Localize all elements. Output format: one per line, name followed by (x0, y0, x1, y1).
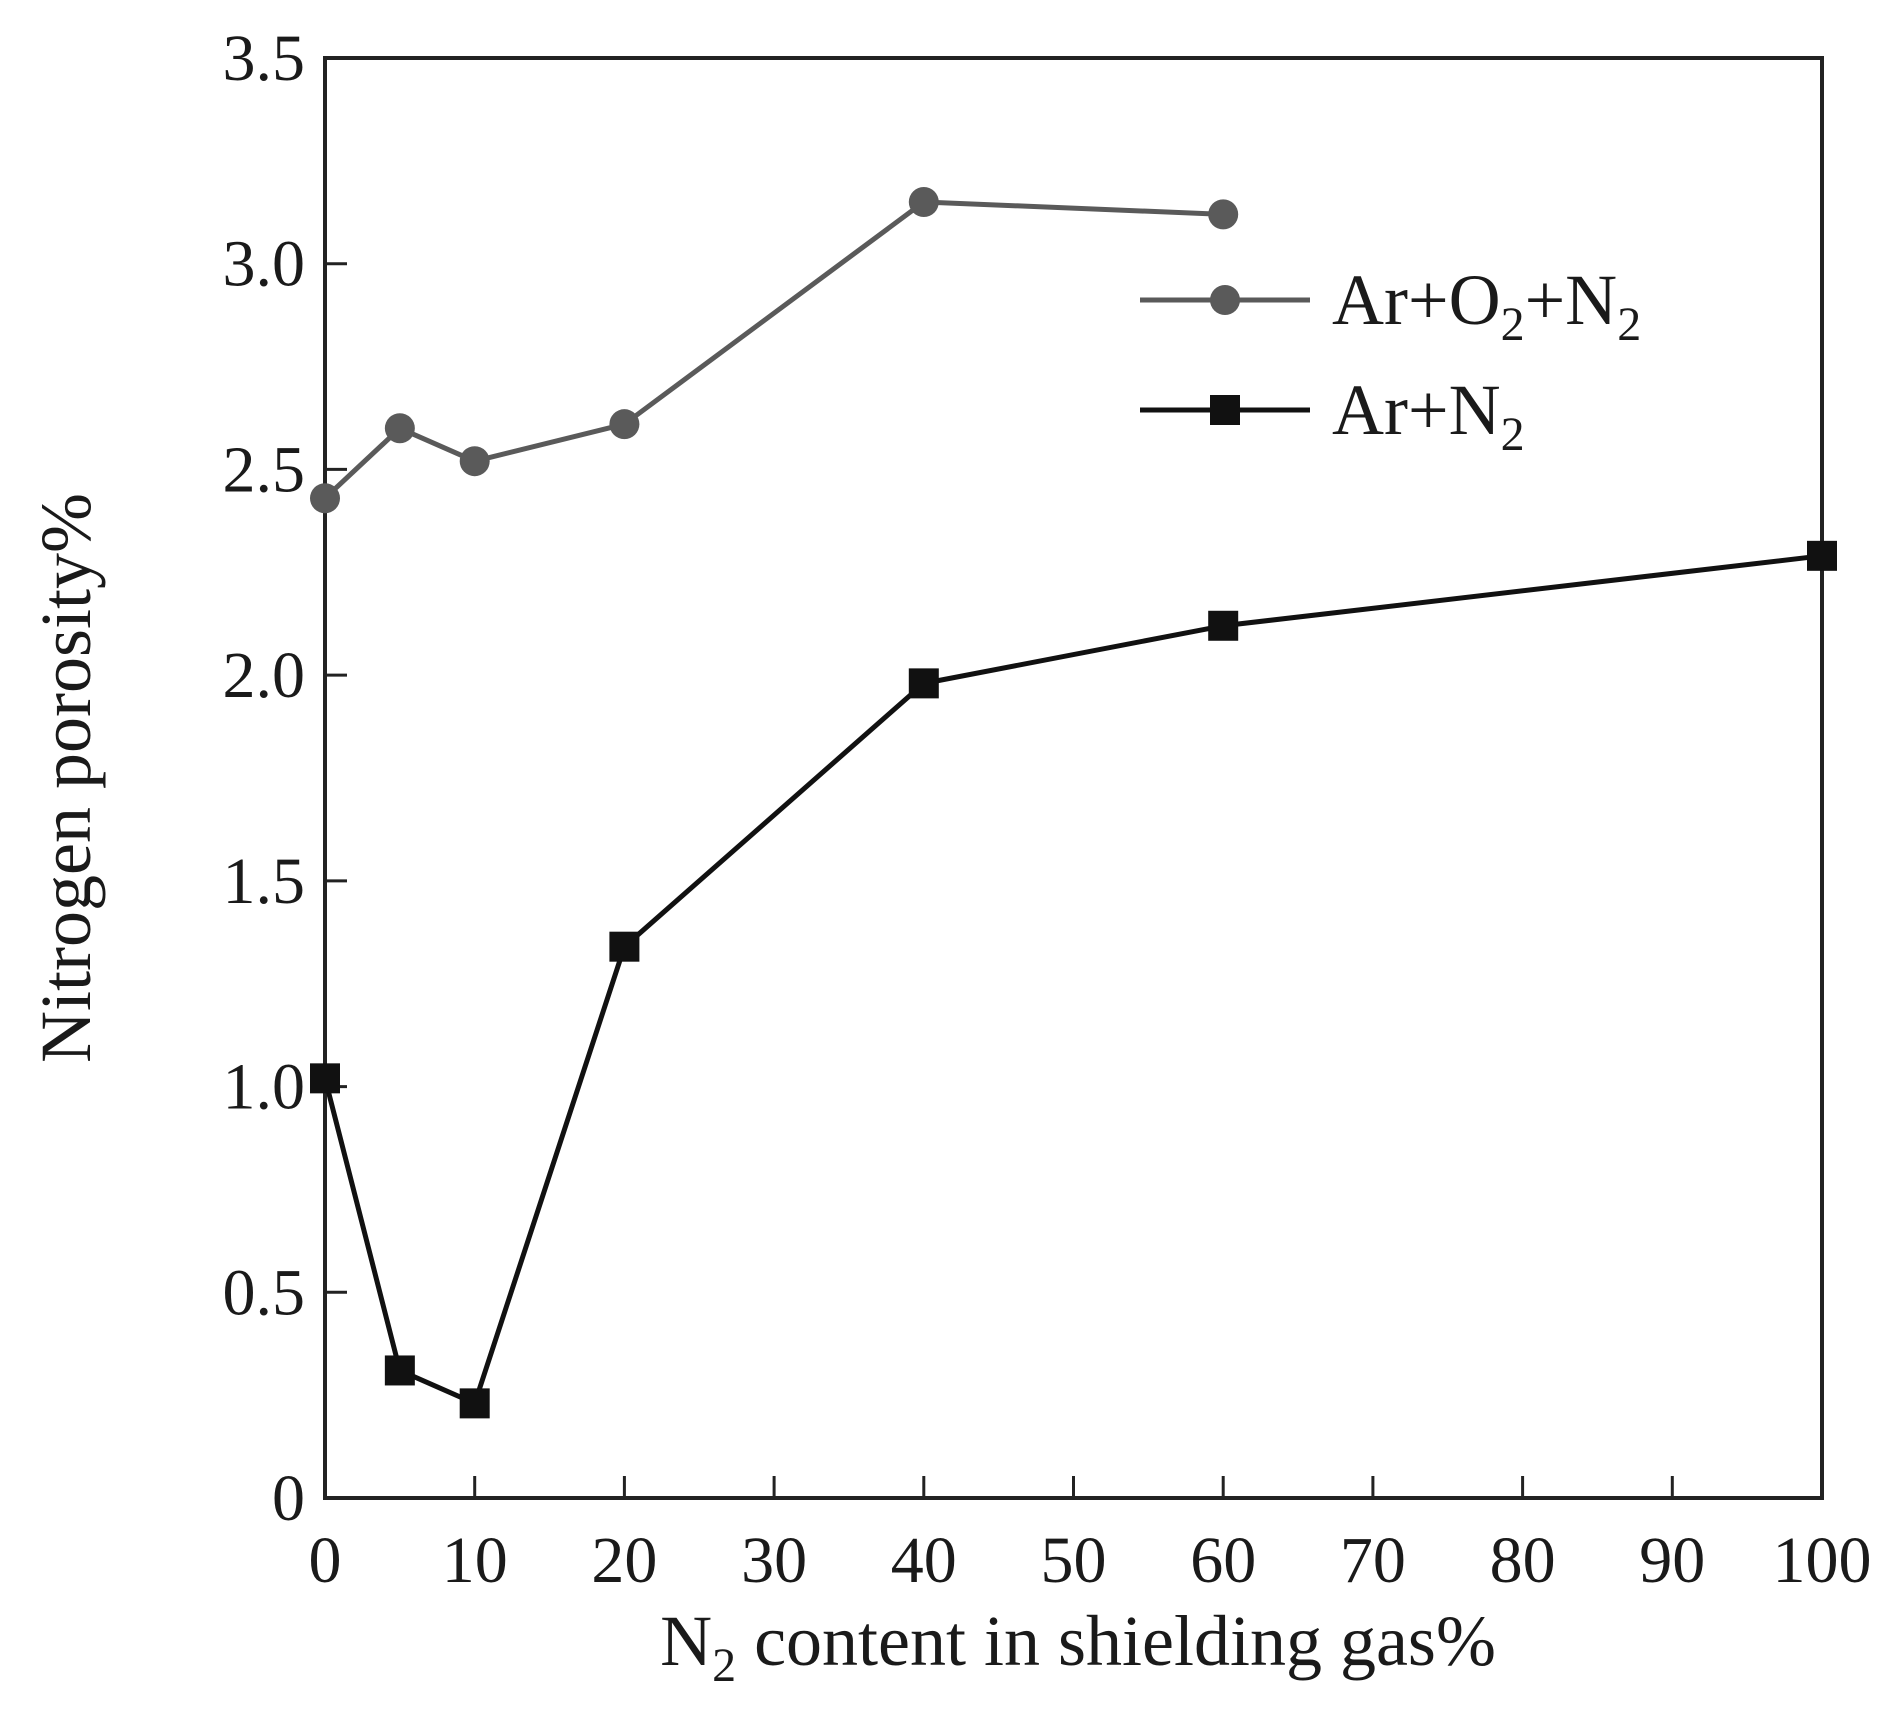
data-point (908, 187, 939, 217)
legend-marker (1210, 395, 1240, 425)
y-tick-label: 0 (272, 1462, 305, 1535)
x-tick-label: 90 (1639, 1524, 1705, 1597)
series-0 (310, 187, 1239, 514)
x-tick-label: 100 (1773, 1524, 1872, 1597)
y-axis-label: Nitrogen porosity% (26, 493, 106, 1063)
data-point (1208, 199, 1239, 230)
x-tick-label: 50 (1041, 1524, 1107, 1597)
data-point (609, 409, 640, 440)
data-point (908, 668, 939, 699)
y-tick-label: 3.0 (223, 228, 306, 301)
x-tick-label: 70 (1340, 1524, 1406, 1597)
ticks: 0 10 20 30 40 50 60 70 80 90 100 0 0.5 1.0 1.5 2.0 2.5 3.… (223, 22, 1872, 1597)
data-point (310, 1063, 340, 1094)
x-tick-label: 60 (1190, 1524, 1256, 1597)
data-point (384, 413, 415, 444)
x-tick-label: 40 (891, 1524, 957, 1597)
x-tick-label: 80 (1490, 1524, 1556, 1597)
y-tick-label: 0.5 (223, 1256, 306, 1329)
y-tick-label: 2.5 (223, 433, 306, 506)
x-tick-label: 20 (591, 1524, 657, 1597)
series-line (323, 199, 1224, 501)
legend-marker (1210, 285, 1240, 315)
data-point (1208, 610, 1239, 641)
x-tick-label: 10 (442, 1524, 508, 1597)
x-axis-label: N2 content in shielding gas% (660, 1601, 1496, 1692)
series-1 (310, 540, 1837, 1419)
data-point (459, 446, 490, 477)
y-tick-label: 2.0 (223, 639, 306, 712)
x-tick-label: 0 (309, 1524, 342, 1597)
y-tick-label: 1.0 (223, 1051, 306, 1124)
data-point (384, 1355, 415, 1386)
series-line (322, 553, 1823, 1406)
legend-label: Ar+O2+N2 (1332, 260, 1641, 351)
legend-item: Ar+O2+N2 (1140, 260, 1641, 351)
data-point (609, 931, 640, 962)
data-point (459, 1388, 490, 1419)
y-tick-label: 3.5 (223, 22, 306, 95)
data-point (310, 483, 340, 514)
data-point (1807, 540, 1837, 571)
y-tick-label: 1.5 (223, 845, 306, 918)
legend-item: Ar+N2 (1140, 370, 1525, 461)
legend-label: Ar+N2 (1332, 370, 1525, 461)
x-tick-label: 30 (741, 1524, 807, 1597)
series-layer (310, 187, 1837, 1419)
legend: Ar+O2+N2 Ar+N2 (1140, 260, 1641, 461)
